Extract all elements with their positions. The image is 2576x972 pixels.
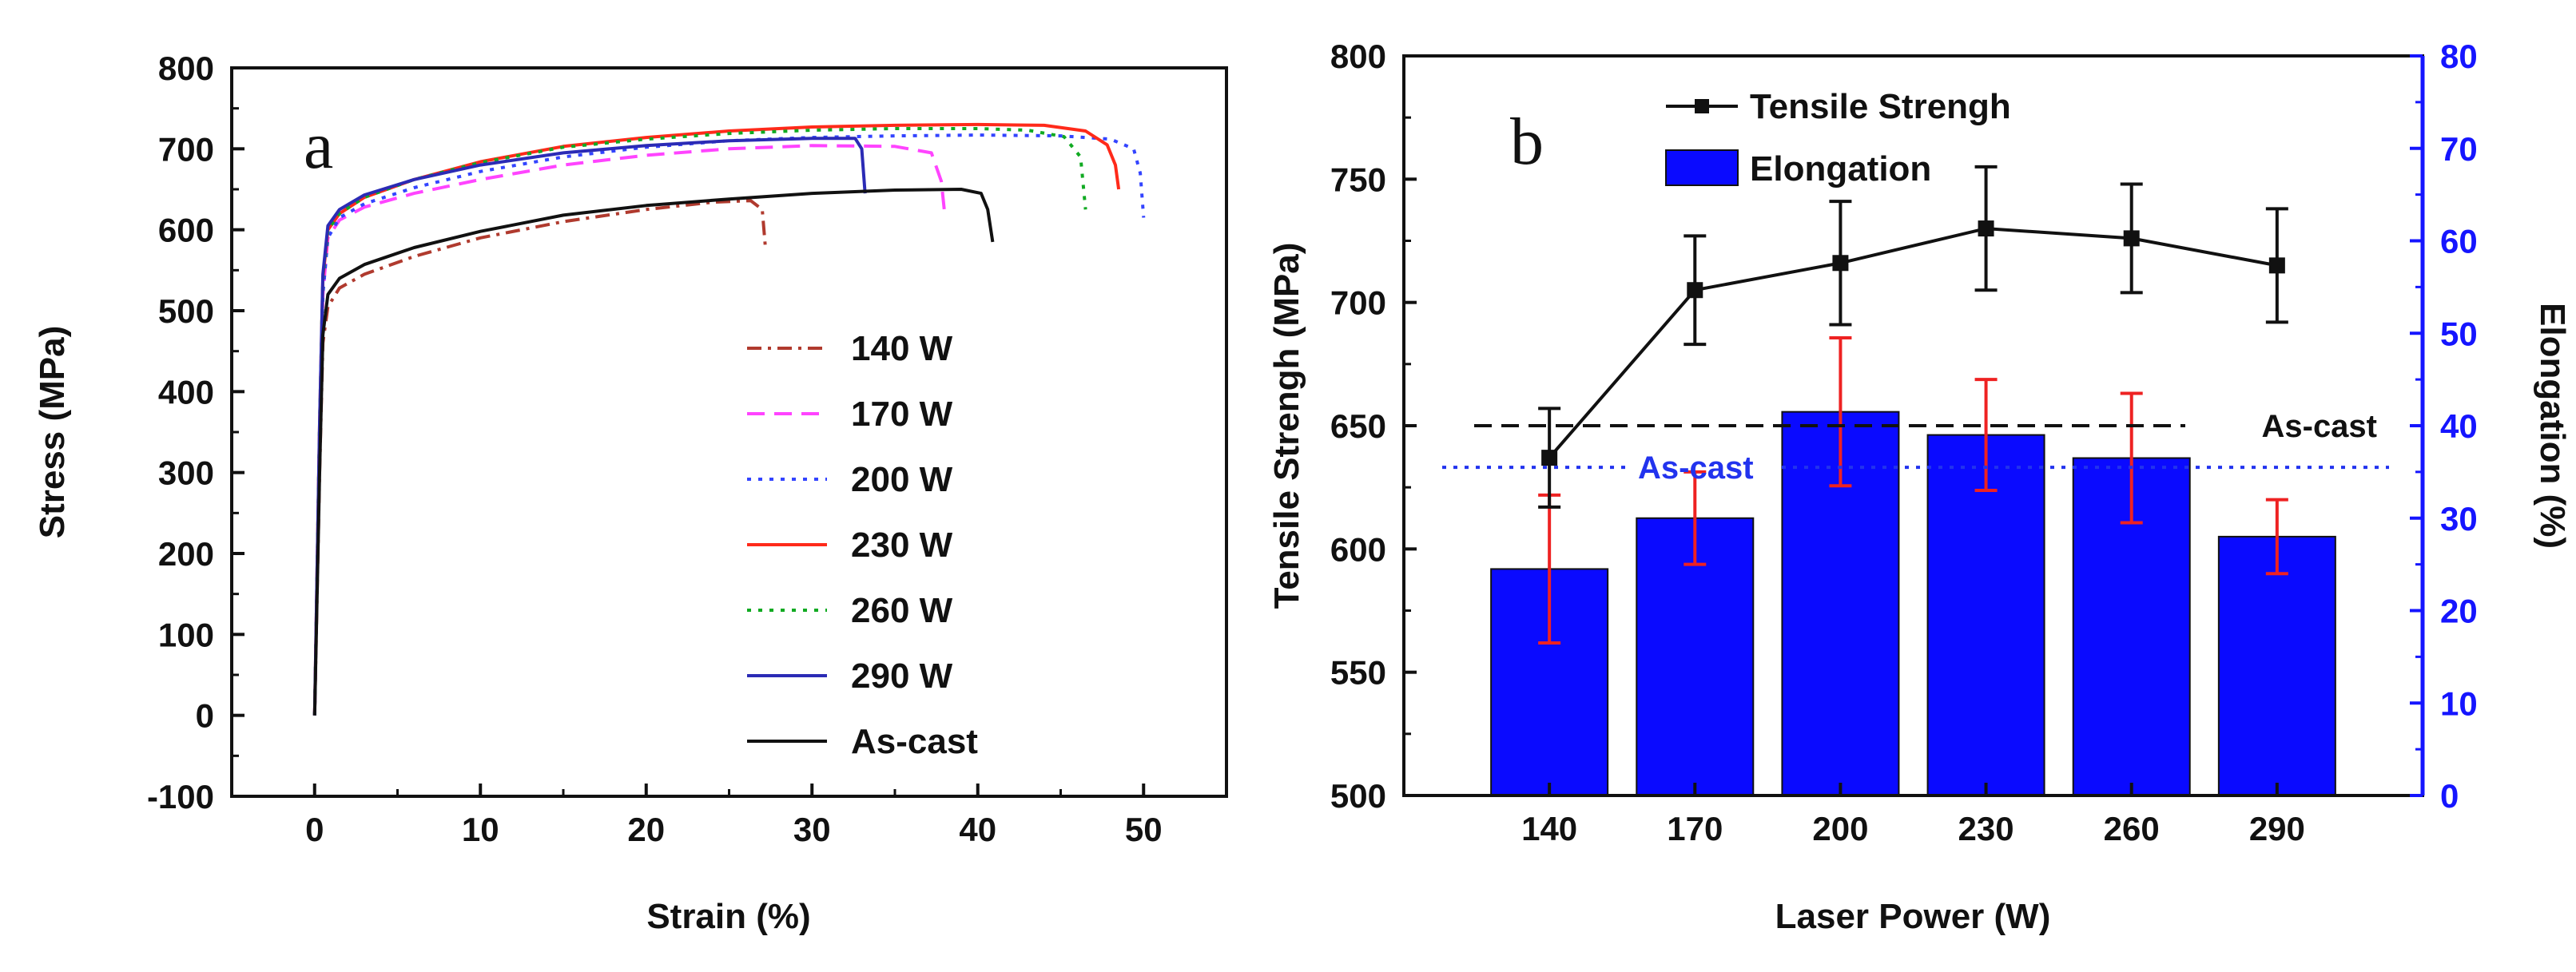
chart-a-legend-label: 140 W xyxy=(851,329,953,368)
chart-b-y-tick-label: 800 xyxy=(1330,38,1386,75)
chart-b-tensile-point xyxy=(2268,257,2285,274)
chart-b-tensile-point xyxy=(2123,230,2140,247)
chart-a-y-tick-label: 300 xyxy=(158,454,214,492)
chart-a-legend-label: 170 W xyxy=(851,395,953,434)
chart-b-panel-letter: b xyxy=(1510,105,1544,179)
chart-b-y2-tick-label: 50 xyxy=(2440,315,2478,352)
chart-b-tensile-point xyxy=(1541,450,1558,466)
chart-a-x-tick-label: 10 xyxy=(462,811,499,848)
chart-b-y2-tick-label: 30 xyxy=(2440,500,2478,538)
chart-a-legend: 140 W 170 W 200 W 230 W 260 W 290 W As-cast xyxy=(747,329,978,761)
chart-b-y-tick-label: 600 xyxy=(1330,530,1386,568)
chart-a-y-axis-label: Stress (MPa) xyxy=(33,326,72,539)
chart-b-as-cast-elongation-label: As-cast xyxy=(1638,450,1754,486)
chart-b-y-tick-label: 550 xyxy=(1330,654,1386,692)
chart-a-x-axis-label: Strain (%) xyxy=(646,897,810,936)
chart-a-y-tick-label: 200 xyxy=(158,535,214,573)
chart-a-legend-label: 260 W xyxy=(851,591,953,630)
chart-b-y-tick-label: 700 xyxy=(1330,284,1386,322)
chart-a-y-tick-label: 400 xyxy=(158,373,214,411)
chart-b-legend-elongation-swatch xyxy=(1665,149,1739,186)
chart-a-x-tick-label: 40 xyxy=(959,811,996,848)
chart-b-bars xyxy=(1490,336,2336,797)
chart-b-y-tick-label: 750 xyxy=(1330,161,1386,198)
chart-a-x-tick-label: 50 xyxy=(1125,811,1163,848)
chart-a-y-tick-label: 100 xyxy=(158,616,214,653)
chart-b-ticks: 140 170 200 230 260 290 500 550 600 650 700 750 800 0… xyxy=(1330,38,2478,847)
chart-b-x-tick-label: 230 xyxy=(1958,810,2014,847)
chart-a-plot-frame xyxy=(230,66,1228,798)
chart-a-y-tick-label: -100 xyxy=(147,778,214,815)
chart-a-series-200-w xyxy=(312,133,1146,716)
chart-a-legend-label: As-cast xyxy=(851,722,978,761)
chart-b-x-tick-label: 260 xyxy=(2104,810,2160,847)
chart-b-x-tick-label: 170 xyxy=(1667,810,1723,847)
chart-b-elongation-bar xyxy=(2217,535,2336,797)
chart-a-series xyxy=(312,122,1146,716)
chart-a: 0 10 20 30 40 50 -100 0 100 200 300 400 500 600 700 800… xyxy=(33,50,1228,936)
chart-b-tensile-strength-line xyxy=(1548,227,2278,459)
chart-b-y-tick-label: 650 xyxy=(1330,407,1386,445)
chart-b-y2-axis-label: Elongation (%) xyxy=(2533,303,2572,549)
chart-b-x-axis-label: Laser Power (W) xyxy=(1775,897,2051,936)
chart-a-y-tick-label: 800 xyxy=(158,50,214,87)
chart-a-x-tick-label: 30 xyxy=(793,811,831,848)
chart-b-legend-tensile-swatch-marker xyxy=(1695,99,1709,113)
chart-b-reference-lines: As-cast As-cast xyxy=(1442,409,2389,486)
chart-b-tensile-point xyxy=(1978,220,1994,237)
chart-a-x-tick-label: 0 xyxy=(305,811,324,848)
chart-b-legend-tensile-label: Tensile Strengh xyxy=(1750,87,2011,126)
chart-a-series-260-w xyxy=(312,127,1087,716)
chart-b-legend-elongation-label: Elongation xyxy=(1750,149,1931,188)
chart-a-ticks: 0 10 20 30 40 50 -100 0 100 200 300 400 500 600 700 800 xyxy=(147,50,1228,848)
chart-b-y2-tick-label: 60 xyxy=(2440,223,2478,260)
chart-b-y-axis-label: Tensile Strengh (MPa) xyxy=(1267,243,1306,609)
chart-b-y2-tick-label: 20 xyxy=(2440,593,2478,630)
chart-a-series-140-w xyxy=(312,199,768,716)
chart-a-legend-label: 290 W xyxy=(851,657,953,696)
chart-b-y2-tick-label: 80 xyxy=(2440,38,2478,75)
chart-a-series-290-w xyxy=(312,137,867,716)
chart-a-panel-letter: a xyxy=(304,109,333,183)
chart-b-y2-tick-label: 0 xyxy=(2440,777,2459,815)
chart-b-x-tick-label: 290 xyxy=(2249,810,2305,847)
chart-b-y-tick-label: 500 xyxy=(1330,777,1386,815)
chart-a-legend-label: 200 W xyxy=(851,460,953,499)
chart-a-x-tick-label: 20 xyxy=(627,811,665,848)
chart-b-tensile-line xyxy=(1538,165,2288,509)
chart-b-y2-tick-label: 70 xyxy=(2440,130,2478,168)
chart-a-series-230-w xyxy=(312,122,1121,716)
chart-b-y2-tick-label: 40 xyxy=(2440,407,2478,445)
chart-b-x-tick-label: 200 xyxy=(1812,810,1868,847)
chart-a-y-tick-label: 700 xyxy=(158,130,214,168)
chart-a-y-tick-label: 600 xyxy=(158,212,214,249)
chart-b-tensile-point xyxy=(1687,282,1703,299)
chart-b-legend: Tensile Strengh Elongation xyxy=(1665,87,2011,188)
chart-a-series-as-cast xyxy=(312,188,995,716)
chart-b-as-cast-tensile-label: As-cast xyxy=(2261,409,2377,444)
chart-a-y-tick-label: 0 xyxy=(196,697,214,735)
chart-b-y2-tick-label: 10 xyxy=(2440,684,2478,722)
chart-a-y-tick-label: 500 xyxy=(158,292,214,330)
chart-b-x-tick-label: 140 xyxy=(1521,810,1577,847)
chart-a-legend-label: 230 W xyxy=(851,526,953,565)
chart-b-tensile-point xyxy=(1832,255,1849,272)
